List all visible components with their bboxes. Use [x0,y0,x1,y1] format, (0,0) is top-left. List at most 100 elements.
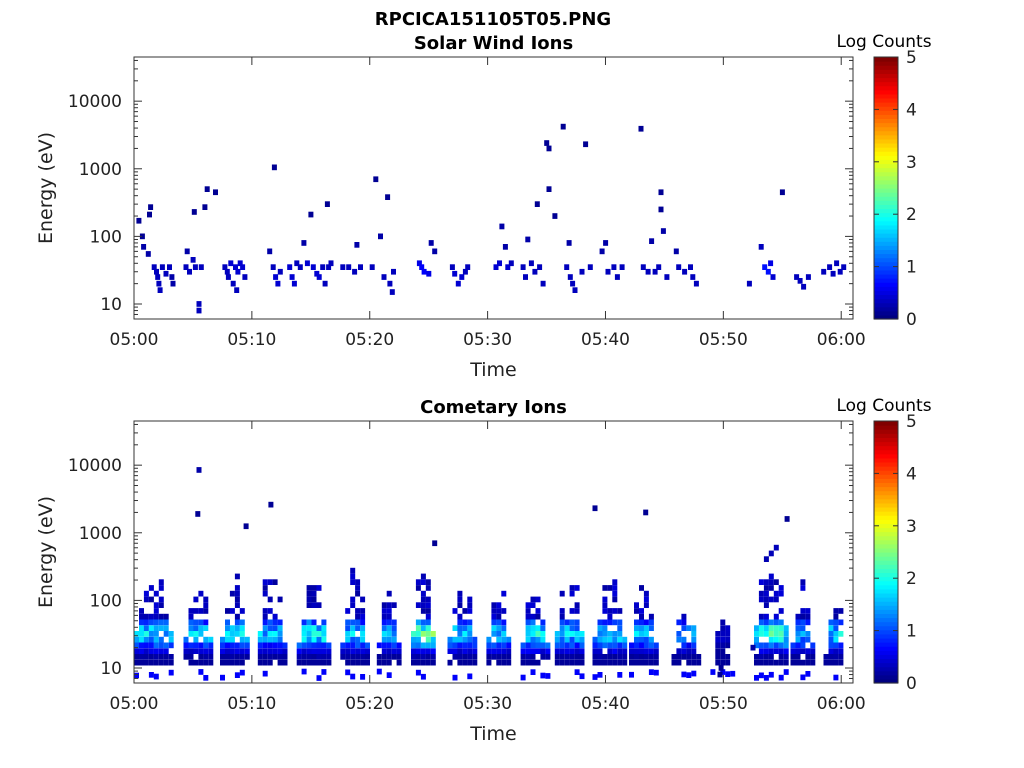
spectrogram-cell [592,674,598,680]
spectrogram-cell [690,274,696,280]
colorbar-swatch [874,57,898,62]
spectrogram-cell [452,642,458,649]
colorbar-swatch [874,294,898,300]
spectrogram-cell [823,654,829,660]
spectrogram-cell [234,596,240,603]
spectrogram-cell [614,274,620,280]
colorbar-swatch [874,650,898,655]
spectrogram-cell [193,648,199,654]
spectrogram-cell [425,648,431,654]
spectrogram-cell [306,585,312,591]
spectrogram-cell [272,654,278,660]
spectrogram-cell [773,590,779,597]
spectrogram-cell [306,631,312,637]
spectrogram-cell [643,602,649,608]
y-tick-label: 10000 [68,456,122,476]
spectrogram-cell [763,675,769,681]
spectrogram-cell [234,590,240,597]
spectrogram-cell [421,268,427,275]
spectrogram-cell [457,602,463,608]
spectrogram-cell [653,659,659,666]
spectrogram-cell [579,659,585,666]
spectrogram-cell [472,636,478,643]
spectrogram-cell [535,625,541,631]
spectrogram-cell [420,659,426,666]
spectrogram-cell [778,674,784,681]
spectrogram-cell [763,590,769,597]
colorbar-swatch [874,453,898,459]
colorbar-swatch [874,556,898,561]
spectrogram-cell [311,585,317,591]
spectrogram-cell [153,625,159,631]
spectrogram-cell [321,631,327,637]
spectrogram-cell [525,236,531,243]
spectrogram-cell [262,631,268,637]
spectrogram-cell [415,631,421,637]
spectrogram-cell [773,613,779,620]
spectrogram-cell [183,654,189,660]
spectrogram-cell [139,648,144,654]
spectrogram-cell [234,659,240,666]
spectrogram-cell [386,619,392,626]
spectrogram-cell [564,642,570,649]
spectrogram-cell [203,596,209,603]
colorbar-swatch [874,314,898,320]
colorbar-swatch [874,642,898,647]
spectrogram-cell [350,579,356,585]
spectrogram-cell [763,625,769,631]
spectrogram-cell [559,636,565,643]
spectrogram-cell [203,625,209,631]
spectrogram-cell [163,648,169,654]
spectrogram-cell [525,631,531,637]
spectrogram-cell [321,642,327,649]
spectrogram-cell [345,608,351,614]
spectrogram-cell [725,654,731,660]
spectrogram-cell [525,619,531,626]
spectrogram-cell [545,654,551,660]
spectrogram-cell [425,631,431,637]
spectrogram-cell [147,211,152,218]
spectrogram-cell [467,619,473,626]
spectrogram-cell [316,654,322,660]
spectrogram-cell [838,608,844,614]
colorbar-swatch [874,208,898,214]
spectrogram-cell [645,268,651,275]
spectrogram-cell [648,669,654,675]
spectrogram-cell [322,280,328,287]
colorbar-tick-label: 4 [906,464,917,484]
spectrogram-cell [530,642,536,649]
spectrogram-cell [467,659,473,666]
colorbar-swatch [874,302,898,308]
colorbar-swatch [874,233,898,238]
colorbar-swatch [874,192,898,197]
y-tick-label: 10 [100,659,122,679]
spectrogram-cell [316,585,322,591]
spectrogram-cell [467,636,473,643]
spectrogram-cell [525,642,531,649]
spectrogram-cell [569,619,575,626]
spectrogram-cell [430,631,436,637]
spectrogram-cell [800,642,806,649]
spectrogram-cell [579,673,585,680]
spectrogram-cell [143,590,149,597]
spectrogram-cell [720,642,726,649]
spectrogram-cell [291,280,297,287]
spectrogram-cell [566,240,572,246]
spectrogram-cell [208,648,214,654]
spectrogram-cell [639,642,644,649]
spectrogram-cell [198,659,204,666]
spectrogram-cell [579,642,585,649]
spectrogram-cell [773,659,779,666]
colorbar-tick-label: 0 [906,310,917,330]
spectrogram-cell [467,642,473,649]
spectrogram-cell [639,585,644,591]
spectrogram-cell [306,642,312,649]
spectrogram-cell [587,264,593,270]
spectrogram-cell [203,654,209,660]
spectrogram-cell [425,654,431,660]
spectrogram-cell [795,613,801,620]
spectrogram-cell [491,625,497,631]
spectrogram-cell [773,596,779,603]
spectrogram-cell [607,636,613,643]
spectrogram-cell [545,673,551,679]
